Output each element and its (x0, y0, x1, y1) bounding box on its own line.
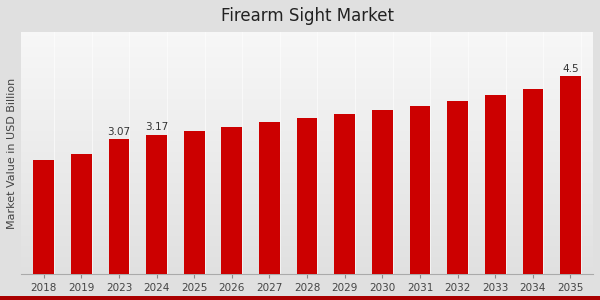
Bar (221, 127, 242, 274)
Text: 4.5: 4.5 (562, 64, 579, 74)
Y-axis label: Market Value in USD Billion: Market Value in USD Billion (7, 77, 17, 229)
Bar (184, 131, 205, 274)
Title: Firearm Sight Market: Firearm Sight Market (221, 7, 394, 25)
Bar (485, 95, 506, 274)
Bar (410, 106, 430, 274)
Bar (297, 118, 317, 274)
Bar (560, 76, 581, 274)
Bar (71, 154, 92, 274)
Text: 3.17: 3.17 (145, 122, 168, 132)
Bar (34, 160, 54, 274)
Bar (259, 122, 280, 274)
Bar (109, 139, 129, 274)
Bar (334, 114, 355, 274)
Bar (146, 135, 167, 274)
Text: 3.07: 3.07 (107, 127, 131, 137)
Bar (523, 89, 543, 274)
Bar (372, 110, 392, 274)
Bar (447, 101, 468, 274)
